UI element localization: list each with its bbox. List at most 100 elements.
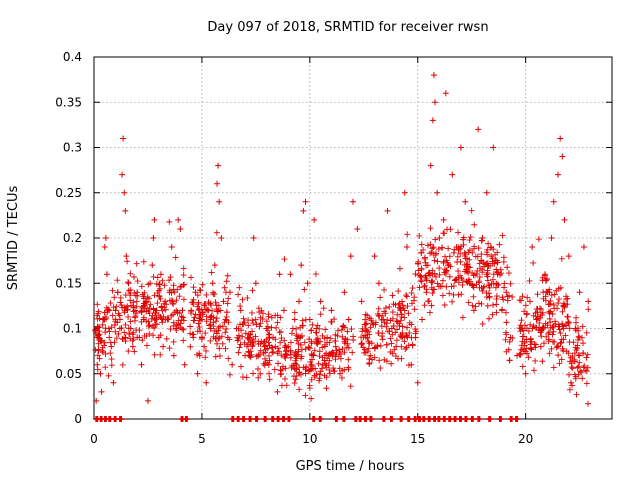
data-point — [157, 351, 164, 358]
data-point — [241, 339, 248, 346]
data-point — [163, 335, 170, 342]
data-point — [341, 289, 348, 296]
data-point — [337, 370, 344, 377]
data-point — [553, 344, 560, 351]
data-point — [194, 328, 201, 335]
data-point — [319, 344, 326, 351]
data-point — [94, 361, 101, 368]
data-point — [94, 352, 101, 359]
data-point — [218, 333, 225, 340]
data-point — [435, 246, 442, 253]
data-point — [245, 341, 252, 348]
data-point — [293, 365, 300, 372]
data-point — [139, 337, 146, 344]
data-point — [469, 282, 476, 289]
data-point — [295, 348, 302, 355]
data-point — [549, 331, 556, 338]
data-point — [98, 338, 105, 345]
data-point — [195, 320, 202, 327]
data-point — [475, 126, 482, 133]
data-point — [506, 338, 513, 345]
data-point — [545, 301, 552, 308]
zero-point — [389, 416, 396, 422]
data-point — [525, 354, 532, 361]
data-point — [493, 309, 500, 316]
data-point — [235, 291, 242, 298]
data-point — [345, 344, 352, 351]
data-point — [110, 304, 117, 311]
data-point — [358, 334, 365, 341]
data-point — [545, 308, 552, 315]
zero-point — [341, 416, 348, 422]
data-point — [121, 309, 128, 316]
data-point — [162, 306, 169, 313]
data-point — [566, 339, 573, 346]
data-point — [535, 236, 542, 243]
data-point — [518, 317, 525, 324]
data-point — [557, 284, 564, 291]
data-point — [456, 272, 463, 279]
data-point — [576, 352, 583, 359]
data-point — [150, 273, 157, 280]
data-point — [129, 331, 136, 338]
data-point — [287, 271, 294, 278]
data-point — [153, 316, 160, 323]
data-point — [215, 307, 222, 314]
data-point — [488, 244, 495, 251]
data-point — [389, 292, 396, 299]
data-point — [124, 258, 131, 265]
data-point — [573, 391, 580, 398]
data-point — [550, 198, 557, 205]
data-point — [478, 251, 485, 258]
data-point — [547, 319, 554, 326]
data-point — [536, 320, 543, 327]
data-point — [175, 317, 182, 324]
data-point — [434, 189, 441, 196]
data-point — [550, 328, 557, 335]
data-point — [154, 289, 161, 296]
data-point — [202, 347, 209, 354]
data-point — [483, 294, 490, 301]
data-point — [397, 305, 404, 312]
data-point — [180, 326, 187, 333]
data-point — [520, 333, 527, 340]
data-point — [98, 388, 105, 395]
data-point — [310, 352, 317, 359]
data-point — [213, 229, 220, 236]
data-point — [483, 189, 490, 196]
data-point — [455, 279, 462, 286]
data-point — [467, 234, 474, 241]
data-point — [366, 331, 373, 338]
data-point — [366, 340, 373, 347]
data-point — [489, 311, 496, 318]
data-point — [101, 342, 108, 349]
data-point — [236, 344, 243, 351]
data-point — [224, 300, 231, 307]
data-point — [311, 216, 318, 223]
data-point — [483, 271, 490, 278]
data-point — [108, 343, 115, 350]
data-point — [93, 334, 100, 341]
data-point — [350, 337, 357, 344]
data-point — [423, 277, 430, 284]
data-point — [565, 253, 572, 260]
data-point — [209, 307, 216, 314]
data-point — [154, 274, 161, 281]
data-point — [119, 361, 126, 368]
data-point — [274, 388, 281, 395]
data-point — [485, 290, 492, 297]
y-tick-label: 0.05 — [55, 367, 82, 381]
data-point — [210, 323, 217, 330]
data-point — [103, 271, 110, 278]
data-point — [287, 354, 294, 361]
data-point — [454, 258, 461, 265]
data-point — [383, 341, 390, 348]
data-point — [416, 232, 423, 239]
data-point — [563, 348, 570, 355]
data-point — [571, 357, 578, 364]
data-point — [364, 312, 371, 319]
data-point — [214, 180, 221, 187]
data-point — [236, 284, 243, 291]
zero-point — [470, 416, 477, 422]
data-point — [207, 337, 214, 344]
